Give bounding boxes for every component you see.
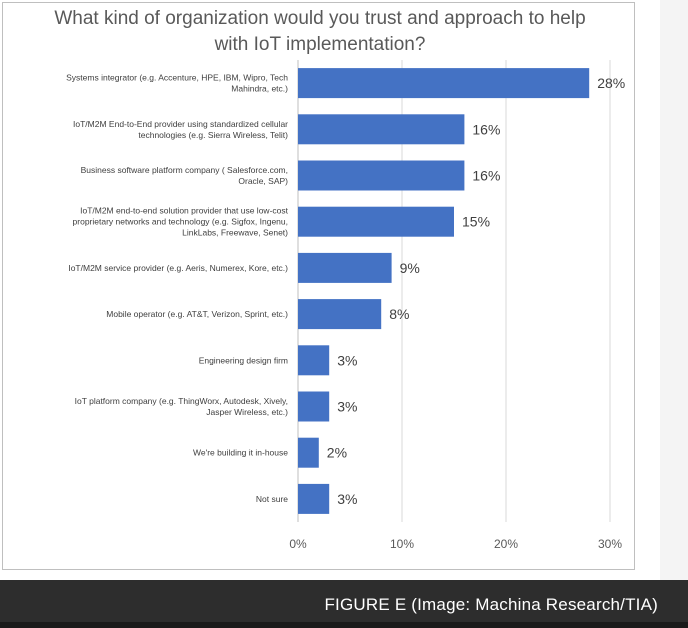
category-label: IoT platform company (e.g. ThingWorx, Au… (75, 396, 289, 417)
bar (298, 68, 590, 99)
chart-title: What kind of organization would you trus… (54, 8, 586, 55)
data-label: 16% (472, 168, 500, 184)
bar (298, 299, 382, 330)
data-label: 15% (462, 214, 490, 230)
bar (298, 160, 465, 191)
x-tick-label: 20% (494, 537, 518, 551)
data-label: 16% (472, 121, 500, 137)
category-label: IoT/M2M End-to-End provider using standa… (73, 119, 288, 140)
category-label: Business software platform company ( Sal… (81, 165, 289, 186)
category-label: IoT/M2M service provider (e.g. Aeris, Nu… (68, 263, 288, 273)
right-edge-strip (660, 0, 688, 580)
figure-caption: FIGURE E (Image: Machina Research/TIA) (324, 595, 658, 614)
category-label: Engineering design firm (199, 355, 288, 365)
bottom-strip (0, 622, 688, 628)
x-tick-label: 30% (598, 537, 622, 551)
category-label: Mobile operator (e.g. AT&T, Verizon, Spr… (106, 309, 288, 319)
bar (298, 345, 330, 376)
category-label: We're building it in-house (193, 448, 288, 458)
data-label: 3% (337, 399, 357, 415)
bar (298, 206, 454, 237)
x-tick-label: 10% (390, 537, 414, 551)
data-label: 2% (327, 445, 347, 461)
data-label: 8% (389, 306, 409, 322)
category-label: Systems integrator (e.g. Accenture, HPE,… (66, 73, 288, 94)
bar (298, 114, 465, 145)
x-tick-label: 0% (289, 537, 307, 551)
bar (298, 252, 392, 283)
data-label: 9% (400, 260, 420, 276)
bar (298, 391, 330, 422)
category-label: IoT/M2M end-to-end solution provider tha… (73, 206, 289, 238)
category-label: Not sure (256, 494, 288, 504)
bar (298, 437, 319, 468)
data-label: 3% (337, 491, 357, 507)
bar-chart: 0% 10% 20% 30% 28% Systems integrator (e.g. A… (66, 60, 625, 551)
data-label: 28% (597, 75, 625, 91)
bar (298, 483, 330, 514)
data-label: 3% (337, 352, 357, 368)
caption-bar: FIGURE E (Image: Machina Research/TIA) (0, 580, 688, 628)
